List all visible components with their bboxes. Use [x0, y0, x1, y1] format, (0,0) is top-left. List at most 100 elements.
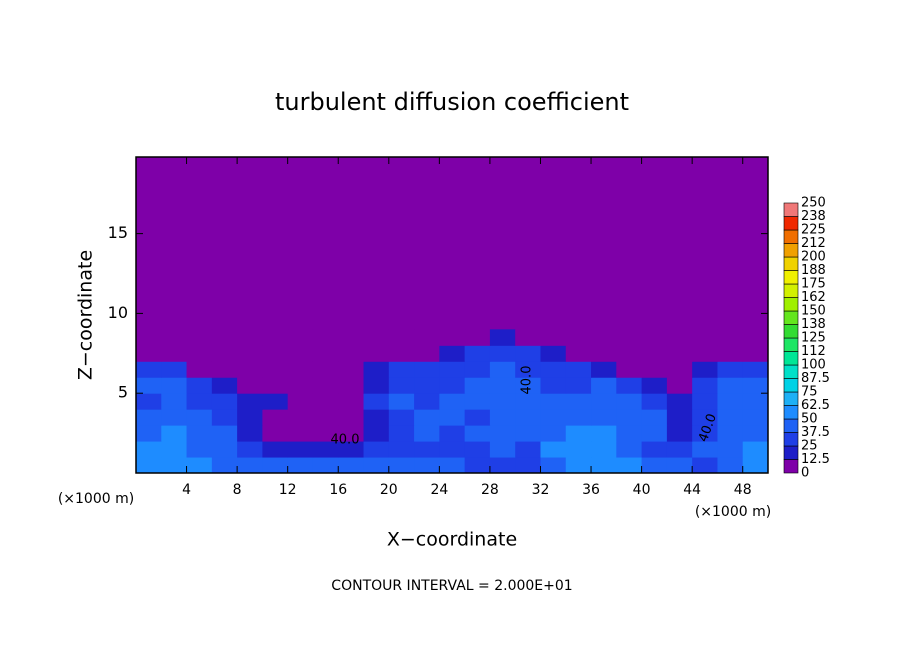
colorbar-label: 150 — [801, 304, 826, 319]
field-cell — [262, 425, 289, 442]
field-cell — [565, 457, 592, 474]
field-cell — [616, 409, 643, 426]
field-cell — [515, 441, 541, 458]
colorbar-label: 100 — [801, 358, 826, 373]
field-cell — [591, 393, 617, 410]
field-cell — [439, 457, 466, 474]
field-cell — [565, 393, 592, 410]
field-cell — [540, 361, 567, 378]
field-cell — [312, 377, 339, 394]
field-cell — [388, 329, 415, 346]
colorbar-box — [783, 459, 799, 474]
field-cell — [363, 425, 390, 442]
field-cell — [262, 393, 289, 410]
field-cell — [363, 329, 390, 346]
field-cell — [388, 393, 415, 410]
field-cell — [414, 409, 440, 426]
field-cell — [692, 425, 718, 442]
field-cell — [287, 441, 314, 458]
field-cell — [666, 329, 693, 346]
field-cell — [262, 409, 289, 426]
field-cell — [692, 393, 718, 410]
colorbar-box — [783, 351, 799, 366]
field-cell — [186, 441, 213, 458]
field-cell — [237, 425, 263, 442]
field-cell — [312, 457, 339, 474]
field-cell — [414, 441, 440, 458]
x-unit-label: (×1000 m) — [695, 504, 771, 520]
field-cell — [565, 425, 592, 442]
field-cell — [515, 329, 541, 346]
field-cell — [717, 361, 744, 378]
field-cell — [641, 409, 668, 426]
field-cell — [616, 393, 643, 410]
field-cell — [287, 457, 314, 474]
field-cell — [717, 329, 744, 346]
field-cell — [489, 457, 516, 474]
field-cell — [186, 409, 213, 426]
field-cell — [186, 457, 213, 474]
field-cell — [237, 441, 263, 458]
field-cell — [717, 409, 744, 426]
field-cell — [591, 361, 617, 378]
field-cell — [742, 409, 769, 426]
field-cell — [186, 393, 213, 410]
field-cell — [489, 329, 516, 346]
field-cell — [312, 409, 339, 426]
field-cell — [262, 457, 289, 474]
field-cell — [262, 441, 289, 458]
field-cell — [262, 361, 289, 378]
x-tick-label: 24 — [430, 482, 448, 498]
field-cell — [262, 377, 289, 394]
field-cell — [489, 409, 516, 426]
field-cell — [717, 393, 744, 410]
field-cell — [742, 361, 769, 378]
field-cell — [565, 329, 592, 346]
field-cell — [312, 441, 339, 458]
field-cell — [666, 409, 693, 426]
field-cell — [641, 457, 668, 474]
field-cell — [742, 377, 769, 394]
field-cell — [414, 425, 440, 442]
field-cell — [186, 329, 213, 346]
field-cell — [388, 457, 415, 474]
field-cell — [616, 361, 643, 378]
field-cell — [616, 329, 643, 346]
field-cell — [338, 361, 365, 378]
field-cell — [717, 441, 744, 458]
field-cell — [338, 329, 365, 346]
field-cell — [414, 361, 440, 378]
field-cell — [363, 441, 390, 458]
colorbar-box — [783, 391, 799, 406]
field-cell — [565, 377, 592, 394]
field-cell — [641, 361, 668, 378]
field-cell — [439, 345, 466, 362]
field-cell — [464, 441, 491, 458]
field-cell — [439, 409, 466, 426]
field-cell — [338, 441, 365, 458]
x-tick-label: 28 — [481, 482, 499, 498]
field-cell — [161, 409, 188, 426]
colorbar-box — [783, 216, 799, 231]
colorbar-box — [783, 297, 799, 312]
field-cell — [717, 425, 744, 442]
colorbar-box — [783, 405, 799, 420]
colorbar-box — [783, 256, 799, 271]
field-cell — [641, 329, 668, 346]
field-cell — [692, 361, 718, 378]
field-cell — [287, 329, 314, 346]
field-cell — [515, 393, 541, 410]
field-cell — [161, 441, 188, 458]
field-cell — [489, 361, 516, 378]
field-cell — [211, 345, 238, 362]
field-cell — [641, 393, 668, 410]
field-cell — [388, 409, 415, 426]
field-cell — [565, 345, 592, 362]
field-cell — [161, 425, 188, 442]
field-cell — [540, 409, 567, 426]
chart-title: turbulent diffusion coefficient — [275, 88, 629, 116]
field-cell — [388, 441, 415, 458]
colorbar-label: 212 — [801, 236, 826, 251]
field-cell — [540, 457, 567, 474]
field-cell — [742, 457, 769, 474]
